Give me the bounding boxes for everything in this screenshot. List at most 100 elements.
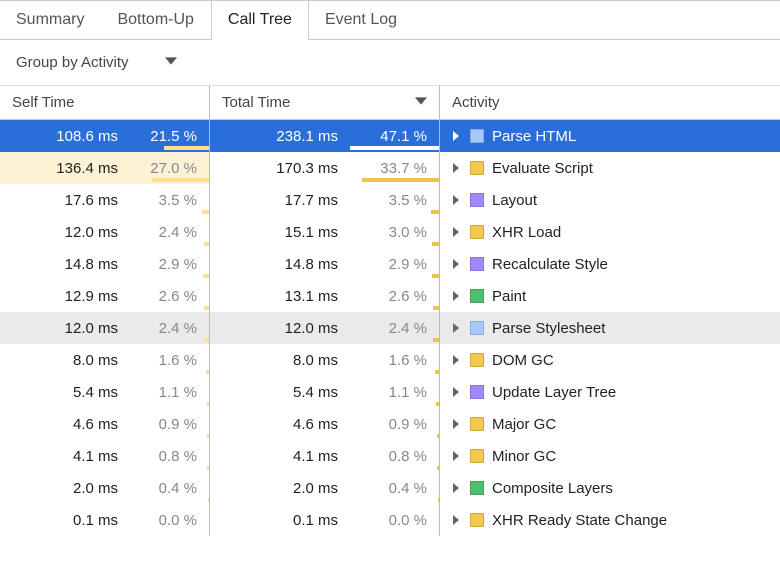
activity-label: Recalculate Style [492, 256, 608, 273]
cell-self-pct: 3.5 % [130, 184, 210, 216]
disclosure-triangle-icon[interactable] [450, 258, 462, 270]
tab-summary[interactable]: Summary [0, 1, 101, 39]
table-row[interactable]: 2.0 ms0.4 %2.0 ms0.4 %Composite Layers [0, 472, 780, 504]
column-header-activity[interactable]: Activity [440, 86, 780, 119]
cell-self-pct: 1.1 % [130, 376, 210, 408]
table-row[interactable]: 136.4 ms27.0 %170.3 ms33.7 %Evaluate Scr… [0, 152, 780, 184]
table-row[interactable]: 14.8 ms2.9 %14.8 ms2.9 %Recalculate Styl… [0, 248, 780, 280]
cell-total-time: 13.1 ms [210, 280, 350, 312]
disclosure-triangle-icon[interactable] [450, 450, 462, 462]
self-time-bar [164, 146, 209, 150]
table-row[interactable]: 4.1 ms0.8 %4.1 ms0.8 %Minor GC [0, 440, 780, 472]
cell-total-time: 15.1 ms [210, 216, 350, 248]
cell-activity: Parse Stylesheet [440, 312, 780, 344]
table-row[interactable]: 108.6 ms21.5 %238.1 ms47.1 %Parse HTML [0, 120, 780, 152]
column-header-label: Total Time [222, 94, 290, 111]
cell-activity: Composite Layers [440, 472, 780, 504]
total-time-bar [433, 338, 439, 342]
category-swatch-icon [470, 129, 484, 143]
table-row[interactable]: 17.6 ms3.5 %17.7 ms3.5 %Layout [0, 184, 780, 216]
total-time-bar [433, 306, 439, 310]
table-header: Self Time Total Time Activity [0, 86, 780, 120]
table-row[interactable]: 12.0 ms2.4 %12.0 ms2.4 %Parse Stylesheet [0, 312, 780, 344]
cell-activity: XHR Load [440, 216, 780, 248]
disclosure-triangle-icon[interactable] [450, 290, 462, 302]
table-row[interactable]: 8.0 ms1.6 %8.0 ms1.6 %DOM GC [0, 344, 780, 376]
category-swatch-icon [470, 321, 484, 335]
tab-bottom-up[interactable]: Bottom-Up [101, 1, 210, 39]
column-header-label: Self Time [12, 94, 75, 111]
table-row[interactable]: 0.1 ms0.0 %0.1 ms0.0 %XHR Ready State Ch… [0, 504, 780, 536]
cell-self-time: 17.6 ms [0, 184, 130, 216]
cell-total-pct: 3.5 % [350, 184, 440, 216]
total-time-bar [435, 370, 439, 374]
cell-self-pct: 0.0 % [130, 504, 210, 536]
self-time-bar [202, 210, 209, 214]
cell-activity: XHR Ready State Change [440, 504, 780, 536]
disclosure-triangle-icon[interactable] [450, 322, 462, 334]
cell-total-pct: 0.4 % [350, 472, 440, 504]
disclosure-triangle-icon[interactable] [450, 130, 462, 142]
column-header-self-time[interactable]: Self Time [0, 86, 210, 119]
cell-total-pct: 0.0 % [350, 504, 440, 536]
cell-total-time: 5.4 ms [210, 376, 350, 408]
cell-total-pct: 2.4 % [350, 312, 440, 344]
activity-label: Composite Layers [492, 480, 613, 497]
cell-activity: Evaluate Script [440, 152, 780, 184]
disclosure-triangle-icon[interactable] [450, 418, 462, 430]
total-time-bar [350, 146, 439, 150]
cell-activity: Recalculate Style [440, 248, 780, 280]
table-row[interactable]: 12.0 ms2.4 %15.1 ms3.0 %XHR Load [0, 216, 780, 248]
disclosure-triangle-icon[interactable] [450, 514, 462, 526]
disclosure-triangle-icon[interactable] [450, 354, 462, 366]
activity-label: Paint [492, 288, 526, 305]
disclosure-triangle-icon[interactable] [450, 386, 462, 398]
cell-total-time: 8.0 ms [210, 344, 350, 376]
cell-total-pct: 33.7 % [350, 152, 440, 184]
self-time-bar [204, 242, 209, 246]
chevron-down-icon[interactable] [165, 55, 177, 70]
table-row[interactable]: 12.9 ms2.6 %13.1 ms2.6 %Paint [0, 280, 780, 312]
tab-event-log[interactable]: Event Log [309, 1, 414, 39]
cell-total-time: 12.0 ms [210, 312, 350, 344]
tab-call-tree[interactable]: Call Tree [211, 1, 309, 39]
self-time-bar [206, 370, 209, 374]
total-time-bar [432, 274, 439, 278]
cell-self-pct: 2.4 % [130, 216, 210, 248]
activity-label: XHR Ready State Change [492, 512, 667, 529]
cell-self-pct: 21.5 % [130, 120, 210, 152]
self-time-bar [207, 434, 209, 438]
disclosure-triangle-icon[interactable] [450, 226, 462, 238]
cell-total-pct: 47.1 % [350, 120, 440, 152]
cell-self-time: 4.6 ms [0, 408, 130, 440]
cell-self-pct: 2.6 % [130, 280, 210, 312]
activity-label: Parse Stylesheet [492, 320, 605, 337]
self-time-bar [203, 274, 209, 278]
table-row[interactable]: 4.6 ms0.9 %4.6 ms0.9 %Major GC [0, 408, 780, 440]
cell-total-pct: 2.9 % [350, 248, 440, 280]
category-swatch-icon [470, 513, 484, 527]
disclosure-triangle-icon[interactable] [450, 194, 462, 206]
disclosure-triangle-icon[interactable] [450, 482, 462, 494]
activity-label: Parse HTML [492, 128, 576, 145]
cell-activity: Paint [440, 280, 780, 312]
column-header-total-time[interactable]: Total Time [210, 86, 440, 119]
self-time-bar [207, 466, 209, 470]
activity-label: Major GC [492, 416, 556, 433]
group-by-dropdown[interactable]: Group by Activity [16, 54, 129, 71]
cell-self-pct: 0.8 % [130, 440, 210, 472]
cell-self-time: 5.4 ms [0, 376, 130, 408]
cell-total-pct: 0.9 % [350, 408, 440, 440]
category-swatch-icon [470, 385, 484, 399]
category-swatch-icon [470, 449, 484, 463]
disclosure-triangle-icon[interactable] [450, 162, 462, 174]
cell-activity: Layout [440, 184, 780, 216]
total-time-bar [436, 402, 439, 406]
cell-self-time: 108.6 ms [0, 120, 130, 152]
category-swatch-icon [470, 417, 484, 431]
cell-total-pct: 1.1 % [350, 376, 440, 408]
activity-label: DOM GC [492, 352, 554, 369]
cell-total-pct: 0.8 % [350, 440, 440, 472]
table-row[interactable]: 5.4 ms1.1 %5.4 ms1.1 %Update Layer Tree [0, 376, 780, 408]
cell-total-time: 4.1 ms [210, 440, 350, 472]
